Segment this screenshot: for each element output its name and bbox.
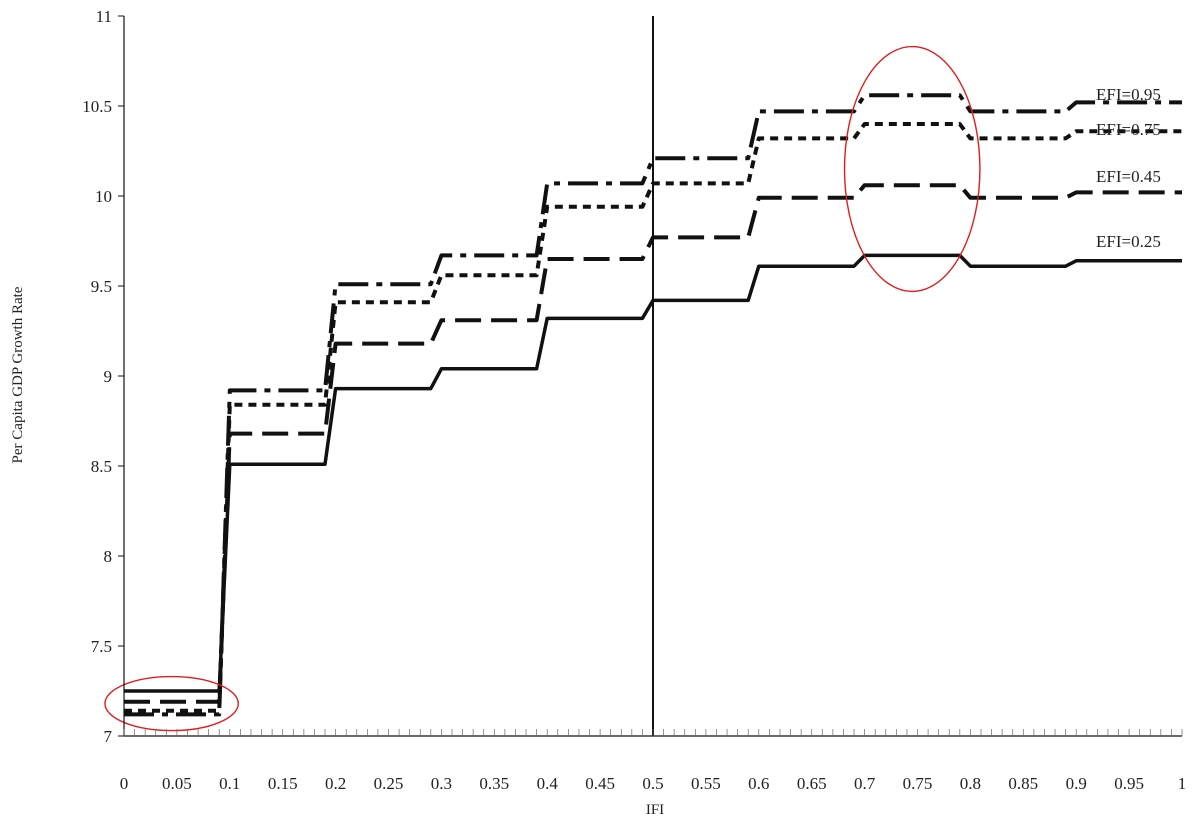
series-line-2 [124,122,1182,713]
x-tick-label: 0.85 [1008,774,1038,793]
x-tick-label: 0.2 [325,774,346,793]
annotation-ellipse-0 [104,675,239,732]
y-tick-label: 9 [104,367,113,386]
y-tick-label: 8 [104,547,113,566]
y-tick-label: 8.5 [91,457,112,476]
x-tick-label: 0.4 [537,774,559,793]
x-tick-label: 0.35 [479,774,509,793]
y-tick-label: 7.5 [91,637,112,656]
x-tick-label: 0.55 [691,774,721,793]
y-tick-label: 10.5 [82,97,112,116]
x-tick-label: 0.15 [268,774,298,793]
series-line-1 [124,183,1182,704]
series-line-3 [124,93,1182,717]
series-label-efi-075: EFI=0.75 [1096,120,1161,139]
x-tick-label: 0.9 [1066,774,1087,793]
series-line-0 [124,253,1182,693]
x-tick-label: 0.1 [219,774,240,793]
x-tick-label: 0.25 [374,774,404,793]
x-tick-label: 1 [1178,774,1187,793]
x-tick-label: 0.7 [854,774,876,793]
series-label-efi-095: EFI=0.95 [1096,85,1161,104]
series-label-efi-025: EFI=0.25 [1096,232,1161,251]
series-layer [124,93,1182,717]
x-tick-label: 0.45 [585,774,615,793]
x-tick-label: 0.5 [642,774,663,793]
x-tick-label: 0.05 [162,774,192,793]
y-tick-label: 9.5 [91,277,112,296]
x-tick-label: 0.75 [903,774,933,793]
axis-layer [118,15,1183,737]
x-tick-label: 0.95 [1114,774,1144,793]
x-tick-label: 0.65 [797,774,827,793]
y-axis-title: Per Capita GDP Growth Rate [10,286,26,463]
x-tick-label: 0.6 [748,774,769,793]
label-layer: IFI Per Capita GDP Growth Rate EFI=0.25 … [10,85,1161,818]
tick-layer: 0 0.05 0.1 0.15 0.2 0.25 0.3 0.35 0.4 0.45 0.5 0.55… [82,7,1186,793]
annotation-ellipse-1 [843,45,981,293]
y-tick-label: 7 [104,727,113,746]
y-tick-label: 10 [95,187,112,206]
annotation-layer [104,45,981,732]
x-axis-title: IFI [646,802,664,818]
series-label-efi-045: EFI=0.45 [1096,167,1161,186]
x-tick-label: 0.3 [431,774,452,793]
x-tick-label: 0 [120,774,129,793]
x-tick-label: 0.8 [960,774,981,793]
y-tick-label: 11 [96,7,112,26]
